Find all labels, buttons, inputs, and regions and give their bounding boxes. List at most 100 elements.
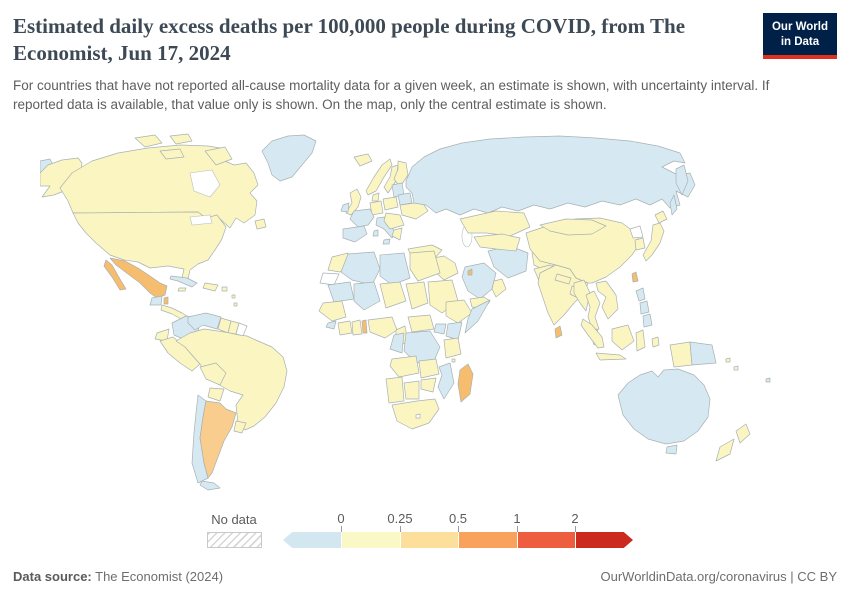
country-guatemala[interactable] bbox=[149, 295, 163, 306]
legend-bin-05-1[interactable] bbox=[458, 532, 517, 548]
country-thailand[interactable] bbox=[585, 290, 601, 332]
country-philippines[interactable] bbox=[642, 313, 653, 328]
country-angola[interactable] bbox=[389, 355, 420, 378]
country-south-korea[interactable] bbox=[634, 237, 646, 251]
country-denmark[interactable] bbox=[371, 192, 380, 202]
country-hispaniola[interactable] bbox=[202, 282, 219, 292]
country-greenland[interactable] bbox=[261, 134, 317, 182]
country-indonesia-moluccas[interactable] bbox=[651, 336, 660, 348]
legend-bin-1-2[interactable] bbox=[517, 532, 575, 548]
country-ireland[interactable] bbox=[340, 202, 350, 213]
country-mexico[interactable] bbox=[109, 257, 168, 299]
legend-bin-025-05[interactable] bbox=[400, 532, 458, 548]
no-data-swatch[interactable] bbox=[207, 532, 262, 548]
country-lesotho[interactable] bbox=[415, 413, 421, 419]
country-japan[interactable] bbox=[642, 222, 665, 262]
region-senegal-guinea[interactable] bbox=[318, 300, 347, 322]
country-iceland[interactable] bbox=[353, 153, 373, 167]
legend-bin-below-0[interactable] bbox=[283, 532, 341, 548]
country-argentina[interactable] bbox=[199, 400, 237, 479]
country-italy-sicily[interactable] bbox=[382, 238, 391, 245]
country-kenya[interactable] bbox=[445, 321, 463, 341]
country-mozambique[interactable] bbox=[437, 362, 455, 400]
country-niger[interactable] bbox=[379, 281, 407, 309]
country-botswana[interactable] bbox=[403, 380, 420, 400]
country-north-korea[interactable] bbox=[629, 225, 644, 239]
legend-bin-0-025[interactable] bbox=[341, 532, 400, 548]
country-ethiopia[interactable] bbox=[445, 299, 473, 324]
country-russia[interactable] bbox=[405, 135, 696, 216]
country-canada-island[interactable] bbox=[159, 148, 185, 160]
country-china[interactable] bbox=[525, 217, 641, 284]
country-central-african-republic[interactable] bbox=[407, 314, 435, 333]
region-lesser-antilles[interactable] bbox=[233, 302, 238, 307]
owid-logo[interactable]: Our World in Data bbox=[762, 13, 837, 59]
country-belarus[interactable] bbox=[397, 192, 413, 206]
country-australia-tasmania[interactable] bbox=[665, 444, 678, 455]
country-cuba[interactable] bbox=[169, 275, 198, 288]
country-algeria[interactable] bbox=[340, 251, 381, 286]
country-indonesia-sumatra[interactable] bbox=[580, 318, 605, 349]
country-canada-newfoundland[interactable] bbox=[254, 218, 267, 230]
region-pacific-islands[interactable] bbox=[733, 365, 739, 371]
country-taiwan[interactable] bbox=[631, 271, 639, 283]
country-tanzania[interactable] bbox=[443, 337, 462, 359]
country-mongolia[interactable] bbox=[539, 218, 607, 236]
country-uganda[interactable] bbox=[433, 323, 447, 335]
country-uruguay[interactable] bbox=[233, 420, 247, 434]
country-kuwait[interactable] bbox=[467, 268, 473, 276]
region-spain-portugal[interactable] bbox=[342, 225, 368, 243]
country-saudi-arabia[interactable] bbox=[461, 262, 497, 300]
country-chad[interactable] bbox=[405, 281, 429, 310]
country-congo[interactable] bbox=[389, 332, 405, 354]
country-paraguay[interactable] bbox=[207, 387, 225, 402]
country-jamaica[interactable] bbox=[177, 287, 187, 292]
country-canada-island[interactable] bbox=[169, 133, 193, 145]
country-togo[interactable] bbox=[361, 319, 368, 334]
country-france[interactable] bbox=[349, 208, 375, 228]
country-norway[interactable] bbox=[365, 158, 393, 196]
country-russia-kamchatka[interactable] bbox=[675, 164, 689, 196]
legend-bin-above-2[interactable] bbox=[575, 532, 633, 548]
country-papua-new-guinea[interactable] bbox=[689, 341, 717, 366]
region-tierra-del-fuego[interactable] bbox=[199, 480, 221, 491]
country-kazakhstan[interactable] bbox=[459, 210, 531, 237]
country-philippines[interactable] bbox=[639, 300, 650, 315]
country-russia-sakhalin[interactable] bbox=[669, 194, 678, 216]
country-belize[interactable] bbox=[163, 296, 169, 305]
country-new-zealand-north[interactable] bbox=[735, 423, 751, 444]
country-zambia[interactable] bbox=[418, 358, 440, 379]
country-western-sahara[interactable] bbox=[319, 272, 340, 286]
country-sierra-leone[interactable] bbox=[325, 320, 337, 330]
country-indonesia-java[interactable] bbox=[595, 352, 627, 361]
region-pacific-islands[interactable] bbox=[725, 357, 731, 363]
country-south-africa[interactable] bbox=[391, 398, 440, 430]
country-philippines[interactable] bbox=[635, 287, 646, 302]
country-mexico-baja[interactable] bbox=[103, 259, 127, 291]
country-italy-sardinia[interactable] bbox=[372, 229, 379, 237]
country-indonesia-west-papua[interactable] bbox=[669, 341, 693, 368]
country-madagascar[interactable] bbox=[457, 363, 474, 403]
country-somalia[interactable] bbox=[464, 299, 491, 334]
country-egypt[interactable] bbox=[409, 250, 441, 282]
country-nepal[interactable] bbox=[554, 273, 572, 285]
region-lesser-antilles[interactable] bbox=[231, 294, 236, 299]
owid-link[interactable]: OurWorldinData.org/coronavirus | CC BY bbox=[600, 569, 837, 584]
country-namibia[interactable] bbox=[385, 376, 405, 404]
country-libya[interactable] bbox=[379, 252, 411, 286]
country-australia[interactable] bbox=[617, 368, 711, 445]
country-nigeria[interactable] bbox=[367, 316, 398, 339]
country-mauritania[interactable] bbox=[327, 281, 355, 303]
country-japan-hokkaido[interactable] bbox=[654, 210, 668, 224]
country-new-zealand-south[interactable] bbox=[715, 438, 735, 462]
country-sri-lanka[interactable] bbox=[554, 325, 563, 339]
country-venezuela[interactable] bbox=[187, 312, 222, 331]
country-zimbabwe[interactable] bbox=[420, 377, 437, 393]
country-poland[interactable] bbox=[382, 196, 399, 211]
country-ghana[interactable] bbox=[351, 319, 363, 336]
country-vietnam[interactable] bbox=[595, 280, 619, 320]
country-cote-divoire[interactable] bbox=[337, 320, 353, 336]
country-bolivia[interactable] bbox=[199, 362, 227, 386]
country-puerto-rico[interactable] bbox=[221, 286, 228, 292]
country-canada-baffin[interactable] bbox=[204, 146, 233, 166]
